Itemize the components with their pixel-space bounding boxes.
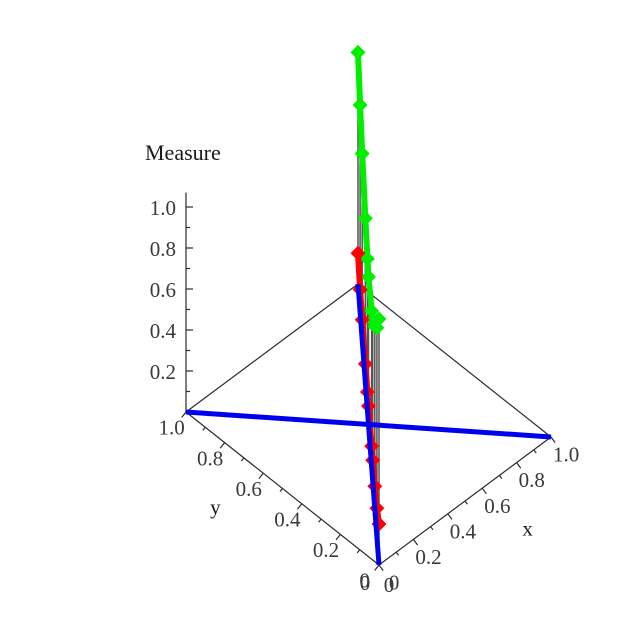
x-tick-label: 0.4 bbox=[450, 519, 477, 543]
z-tick-label: 0.8 bbox=[150, 237, 176, 261]
x-tick-major bbox=[378, 564, 384, 571]
y-tick-minor bbox=[318, 518, 322, 523]
x-tick-minor bbox=[395, 551, 400, 556]
y-tick-major bbox=[335, 534, 341, 541]
data-point-marker bbox=[357, 210, 373, 226]
x-tick-major bbox=[516, 462, 522, 469]
data-point-marker bbox=[364, 303, 380, 319]
x-axis-name: x bbox=[522, 517, 533, 541]
y-tick-minor bbox=[202, 426, 206, 431]
y-tick-major bbox=[219, 442, 226, 449]
x-tick-major bbox=[412, 539, 419, 546]
origin-label-x: 0 bbox=[384, 573, 395, 597]
y-tick-label: 0.6 bbox=[236, 477, 262, 501]
z-tick-label: 0.6 bbox=[150, 278, 176, 302]
data-point-marker bbox=[350, 245, 366, 261]
x-tick-label: 1.0 bbox=[553, 443, 579, 467]
z-tick-label: 1.0 bbox=[150, 196, 176, 220]
x-tick-minor bbox=[498, 475, 503, 479]
x-tick-minor bbox=[430, 526, 434, 531]
y-tick-minor bbox=[356, 549, 361, 554]
x-tick-major bbox=[550, 436, 556, 443]
y-tick-label: 1.0 bbox=[158, 416, 184, 440]
y-tick-label: 0 bbox=[359, 569, 370, 593]
data-point-marker bbox=[352, 97, 368, 113]
x-tick-major bbox=[481, 487, 487, 495]
x-tick-label: 0 bbox=[389, 571, 400, 595]
data-point-marker bbox=[361, 269, 376, 285]
x-tick-label: 0.6 bbox=[484, 494, 510, 518]
y-tick-minor bbox=[240, 457, 245, 462]
x-tick-major bbox=[447, 513, 453, 520]
x-tick-minor bbox=[533, 449, 537, 454]
data-point-marker bbox=[350, 44, 366, 60]
z-tick-label: 0.2 bbox=[150, 360, 176, 384]
plot-title: Measure bbox=[145, 140, 221, 165]
y-tick-label: 0.8 bbox=[197, 446, 223, 470]
y-tick-major bbox=[181, 411, 187, 418]
back-right-edge bbox=[357, 283, 552, 438]
y-tick-minor bbox=[279, 488, 283, 493]
series-diagonal-b bbox=[355, 283, 382, 566]
y-tick-major bbox=[296, 503, 303, 510]
y-tick-major bbox=[374, 564, 380, 571]
x-tick-minor bbox=[464, 500, 468, 505]
x-tick-label: 0.2 bbox=[415, 545, 441, 569]
origin-label-y: 0 bbox=[360, 571, 371, 595]
y-tick-label: 0.2 bbox=[313, 538, 339, 562]
data-point-marker bbox=[365, 313, 381, 329]
data-point-marker bbox=[354, 146, 370, 162]
y-axis-name: y bbox=[210, 495, 221, 519]
x-tick-label: 0.8 bbox=[519, 468, 545, 492]
y-tick-label: 0.4 bbox=[274, 507, 301, 531]
y-tick-major bbox=[258, 472, 264, 480]
back-left-edge bbox=[185, 283, 359, 413]
z-tick-label: 0.4 bbox=[150, 319, 177, 343]
